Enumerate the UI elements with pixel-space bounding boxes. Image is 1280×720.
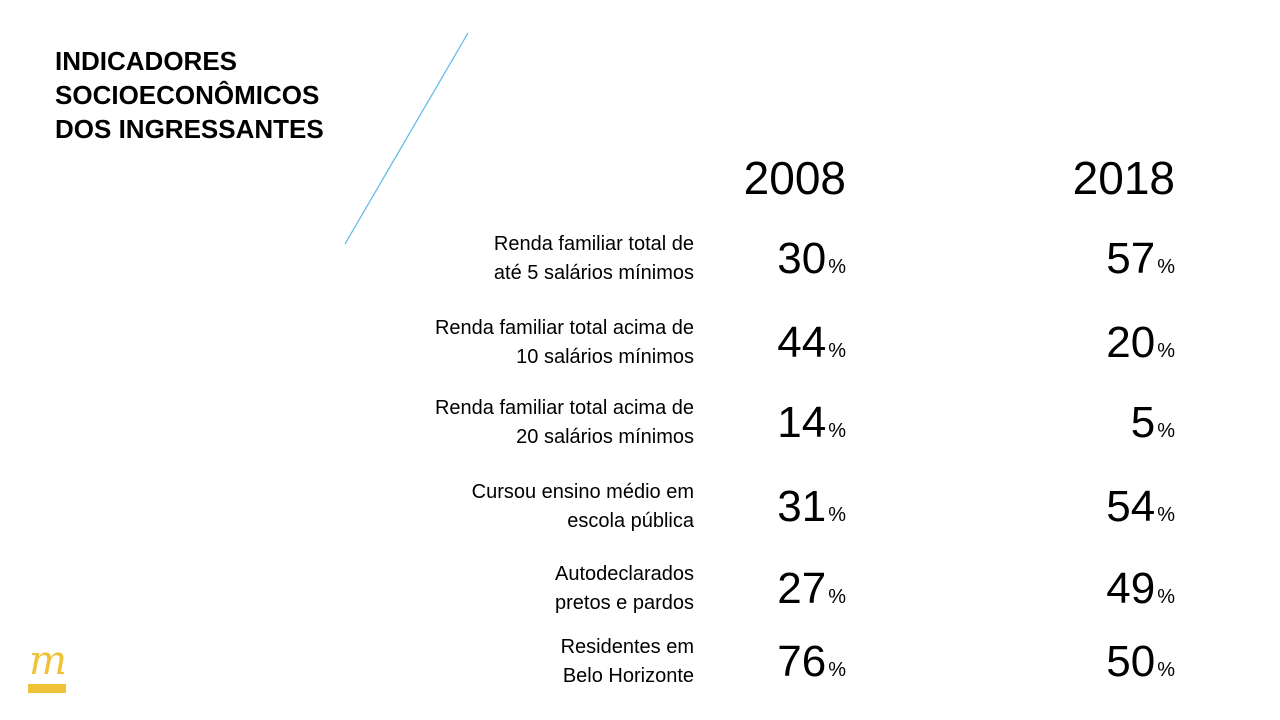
value-number: 30: [777, 234, 827, 283]
value-2018: 20%: [975, 318, 1175, 368]
year-header-2008: 2008: [743, 152, 846, 204]
percent-sign: %: [1157, 659, 1175, 681]
percent-sign: %: [1157, 586, 1175, 608]
value-2008: 44%: [646, 318, 846, 368]
indicator-row-self-declared: Autodeclarados pretos e pardos 27% 49%: [0, 560, 1280, 630]
indicator-label-line-2: Belo Horizonte: [562, 665, 694, 687]
value-number: 49: [1106, 564, 1156, 613]
indicator-label-line-1: Autodeclarados: [555, 563, 694, 585]
indicator-label-line-1: Residentes em: [560, 636, 694, 658]
slide-title-line-1: INDICADORES: [55, 46, 238, 76]
percent-sign: %: [828, 504, 846, 526]
indicator-label-line-2: pretos e pardos: [555, 592, 694, 614]
percent-sign: %: [1157, 256, 1175, 278]
value-2008: 31%: [646, 482, 846, 532]
brand-logo-glyph: m: [29, 638, 67, 684]
value-2008: 27%: [646, 564, 846, 614]
percent-sign: %: [1157, 340, 1175, 362]
value-2018: 50%: [975, 637, 1175, 687]
indicator-label-line-2: até 5 salários mínimos: [493, 262, 694, 284]
value-number: 54: [1106, 482, 1156, 531]
slide-title: INDICADORES SOCIOECONÔMICOS DOS INGRESSA…: [55, 44, 324, 146]
indicator-row-public-school: Cursou ensino médio em escola pública 31…: [0, 478, 1280, 548]
value-2008: 76%: [646, 637, 846, 687]
value-number: 5: [1130, 398, 1156, 447]
indicator-label: Renda familiar total de até 5 salários m…: [354, 230, 694, 288]
value-number: 14: [777, 398, 827, 447]
year-header-2018: 2018: [1072, 152, 1175, 204]
indicator-label-line-2: escola pública: [567, 510, 694, 532]
slide-title-line-3: DOS INGRESSANTES: [55, 114, 324, 144]
value-2018: 57%: [975, 234, 1175, 284]
brand-logo-bar: [28, 684, 66, 693]
percent-sign: %: [828, 586, 846, 608]
brand-logo: m: [28, 638, 68, 694]
indicator-label: Renda familiar total acima de 20 salário…: [354, 394, 694, 452]
indicator-label-line-1: Renda familiar total acima de: [434, 397, 694, 419]
value-number: 57: [1106, 234, 1156, 283]
indicator-row-income-up-to-5: Renda familiar total de até 5 salários m…: [0, 230, 1280, 300]
indicator-label: Autodeclarados pretos e pardos: [354, 560, 694, 618]
percent-sign: %: [828, 659, 846, 681]
indicator-label-line-1: Renda familiar total acima de: [434, 317, 694, 339]
indicator-label: Cursou ensino médio em escola pública: [354, 478, 694, 536]
indicator-row-income-above-10: Renda familiar total acima de 10 salário…: [0, 314, 1280, 384]
indicator-label: Residentes em Belo Horizonte: [354, 633, 694, 691]
value-number: 50: [1106, 637, 1156, 686]
value-number: 27: [777, 564, 827, 613]
value-number: 44: [777, 318, 827, 367]
indicator-label-line-2: 10 salários mínimos: [516, 346, 694, 368]
value-number: 76: [777, 637, 827, 686]
percent-sign: %: [828, 256, 846, 278]
indicator-label-line-2: 20 salários mínimos: [516, 426, 694, 448]
indicator-row-income-above-20: Renda familiar total acima de 20 salário…: [0, 394, 1280, 464]
indicator-label-line-1: Renda familiar total de: [493, 233, 694, 255]
value-number: 20: [1106, 318, 1156, 367]
value-2018: 54%: [975, 482, 1175, 532]
indicator-row-residents-bh: Residentes em Belo Horizonte 76% 50%: [0, 633, 1280, 703]
value-2018: 49%: [975, 564, 1175, 614]
indicator-label: Renda familiar total acima de 10 salário…: [354, 314, 694, 372]
indicator-label-line-1: Cursou ensino médio em: [471, 481, 694, 503]
percent-sign: %: [1157, 420, 1175, 442]
value-number: 31: [777, 482, 827, 531]
value-2018: 5%: [975, 398, 1175, 448]
percent-sign: %: [1157, 504, 1175, 526]
percent-sign: %: [828, 420, 846, 442]
percent-sign: %: [828, 340, 846, 362]
slide-title-line-2: SOCIOECONÔMICOS: [55, 80, 320, 110]
value-2008: 14%: [646, 398, 846, 448]
value-2008: 30%: [646, 234, 846, 284]
